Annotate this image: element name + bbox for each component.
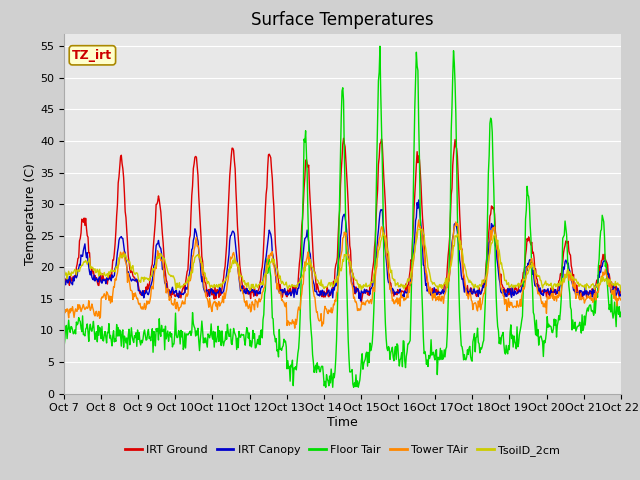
X-axis label: Time: Time (327, 416, 358, 429)
Y-axis label: Temperature (C): Temperature (C) (24, 163, 37, 264)
Legend: IRT Ground, IRT Canopy, Floor Tair, Tower TAir, TsoilD_2cm: IRT Ground, IRT Canopy, Floor Tair, Towe… (120, 440, 564, 460)
Title: Surface Temperatures: Surface Temperatures (251, 11, 434, 29)
Text: TZ_irt: TZ_irt (72, 49, 113, 62)
